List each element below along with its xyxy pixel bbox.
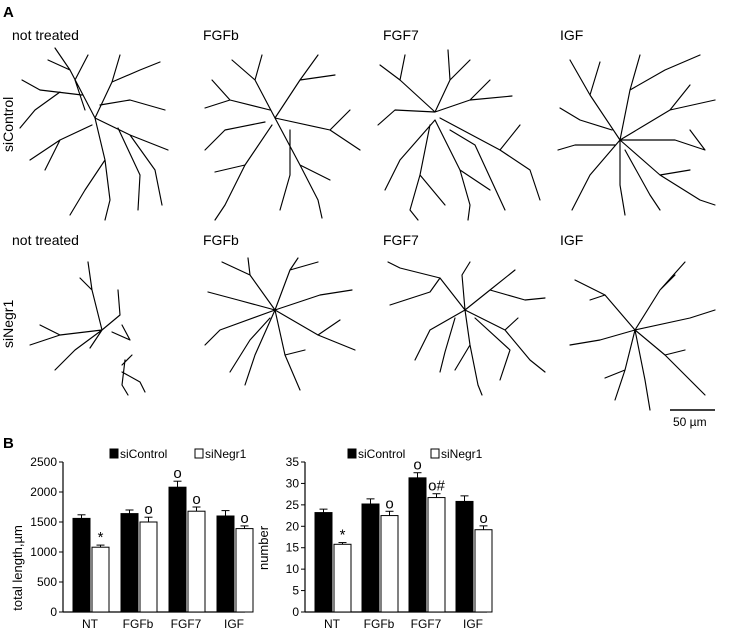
- chart-number-category-label: FGF7: [411, 617, 442, 631]
- cond-label-r2-fgf7: FGF7: [383, 232, 419, 248]
- chart-length-ylabel: total length,µm: [10, 525, 25, 611]
- chart-length-bar-sicontrol: [216, 515, 235, 613]
- chart-number-legend-sicontrol: siControl: [358, 447, 405, 461]
- chart-length-ytick-label: 2500: [30, 455, 57, 469]
- chart-number-bar-sicontrol: [408, 477, 427, 613]
- cond-label-r1-fgfb: FGFb: [203, 27, 239, 43]
- chart-number-ytick-label: 35: [286, 455, 300, 469]
- row-label-sicontrol: siControl: [0, 97, 16, 152]
- chart-length-bar-sicontrol: [72, 517, 91, 613]
- neuron-sicontrol-not-treated: [19, 47, 169, 221]
- chart-length-legend-sinegr1: siNegr1: [205, 447, 247, 461]
- chart-number-significance-mark: o: [385, 495, 393, 512]
- chart-length-category-label: IGF: [224, 617, 244, 631]
- chart-number-legend-swatch-sinegr1: [430, 448, 440, 459]
- chart-number-legend-swatch-sicontrol: [347, 448, 357, 459]
- chart-number-bar-sicontrol: [361, 503, 380, 613]
- chart-length-category-label: FGFb: [123, 617, 154, 631]
- neuron-sinegr1-not-treated: [29, 261, 146, 396]
- neuron-sinegr1-igf: [569, 261, 716, 411]
- chart-length-significance-mark: o: [192, 491, 200, 508]
- panel-a-label: A: [3, 4, 14, 21]
- chart-length-ytick-label: 1000: [30, 545, 57, 559]
- chart-number-bar-sinegr1: [427, 497, 446, 613]
- chart-number-ytick-label: 5: [292, 584, 299, 598]
- chart-length-bar-sicontrol: [120, 513, 139, 613]
- chart-length-category-label: FGF7: [171, 617, 202, 631]
- chart-length-bar-sinegr1: [187, 510, 206, 613]
- neuron-sinegr1-fgf7: [387, 261, 546, 396]
- chart-length-ytick-label: 500: [37, 575, 57, 589]
- panel-b-label: B: [3, 435, 14, 452]
- chart-total-length: total length,µm siControl siNegr1 0 500 10…: [10, 447, 254, 631]
- chart-number-bar-sicontrol: [314, 512, 333, 613]
- chart-number-ytick-label: 20: [286, 519, 300, 533]
- chart-length-bar-sinegr1: [139, 521, 158, 613]
- chart-length-legend-swatch-sinegr1: [194, 448, 204, 459]
- chart-number-category-label: NT: [324, 617, 341, 631]
- scale-bar-label: 50 µm: [673, 415, 707, 429]
- chart-number: number siControl siNegr1 0 5 10 15 20 25 30 35 N…: [256, 447, 493, 631]
- chart-length-ytick-label: 0: [50, 605, 57, 619]
- chart-length-legend-sicontrol: siControl: [120, 447, 167, 461]
- neuron-sicontrol-igf: [557, 54, 716, 216]
- chart-length-bar-sinegr1: [235, 528, 254, 613]
- cond-label-r1-not-treated: not treated: [12, 27, 79, 43]
- cond-label-r1-fgf7: FGF7: [383, 27, 419, 43]
- chart-length-ytick-label: 2000: [30, 485, 57, 499]
- chart-length-legend-swatch-sicontrol: [109, 448, 119, 459]
- neuron-sicontrol-fgfb: [204, 54, 361, 221]
- chart-number-category-label: IGF: [463, 617, 483, 631]
- chart-number-legend-sinegr1: siNegr1: [441, 447, 483, 461]
- chart-number-bar-sinegr1: [333, 543, 352, 613]
- chart-length-bar-sinegr1: [91, 546, 110, 613]
- chart-number-bar-sinegr1: [474, 529, 493, 613]
- cond-label-r1-igf: IGF: [560, 27, 583, 43]
- cond-label-r2-not-treated: not treated: [12, 232, 79, 248]
- chart-length-significance-mark: *: [98, 529, 104, 546]
- chart-number-ytick-label: 25: [286, 498, 300, 512]
- chart-length-significance-mark: o: [173, 465, 181, 482]
- row-label-sinegr1: siNegr1: [0, 300, 16, 348]
- chart-length-significance-mark: o: [144, 501, 152, 518]
- chart-number-ytick-label: 10: [286, 562, 300, 576]
- chart-number-bar-sinegr1: [380, 515, 399, 613]
- chart-length-bar-sicontrol: [168, 486, 187, 613]
- chart-number-ytick-label: 15: [286, 541, 300, 555]
- cond-label-r2-igf: IGF: [560, 232, 583, 248]
- chart-number-significance-mark: *: [340, 527, 346, 544]
- chart-number-bar-sicontrol: [455, 500, 474, 613]
- chart-number-ytick-label: 0: [292, 605, 299, 619]
- chart-number-ylabel: number: [256, 525, 271, 570]
- chart-length-ytick-label: 1500: [30, 515, 57, 529]
- chart-length-significance-mark: o: [240, 510, 248, 527]
- chart-number-significance-mark: o: [479, 510, 487, 527]
- chart-number-category-label: FGFb: [364, 617, 395, 631]
- chart-number-significance-mark: o#: [428, 478, 445, 495]
- chart-number-ytick-label: 30: [286, 476, 300, 490]
- neuron-sicontrol-fgf7: [377, 49, 541, 221]
- chart-length-category-label: NT: [82, 617, 99, 631]
- cond-label-r2-fgfb: FGFb: [203, 232, 239, 248]
- neuron-sinegr1-fgfb: [204, 257, 356, 391]
- chart-number-significance-mark: o: [413, 457, 421, 474]
